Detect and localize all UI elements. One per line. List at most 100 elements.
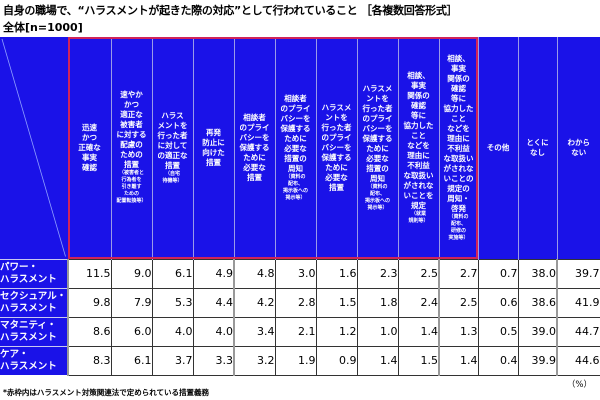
column-header-line: 行った者 (321, 122, 352, 132)
column-header-line: などを (407, 140, 430, 150)
column-header-note: 掲示板への (364, 197, 390, 204)
table-row: パワー・ ハラスメント 11.5 9.0 6.1 4.9 4.8 3.0 1.6 2.3 2.5 2.… (0, 258, 600, 289)
row-label: マタニティ・ ハラスメント (0, 316, 68, 346)
row-label-line: パワー・ (0, 261, 39, 273)
column-header-note: （自宅 (164, 170, 180, 177)
value-cell: 39.9 (517, 345, 558, 376)
column-header-line: の適正な (157, 150, 188, 160)
column-header-line: 保護する (239, 142, 270, 152)
column-header-line: 保護する (280, 123, 311, 133)
value-cell: 44.6 (556, 345, 600, 376)
column-header-line: 等に (451, 93, 466, 103)
column-header-note: 行為者を (121, 177, 142, 184)
column-header-line: 確認 (451, 83, 466, 93)
column-header-line: 関係の (407, 90, 430, 100)
value-cell: 41.9 (556, 287, 600, 318)
column-header-line: 等に (411, 110, 426, 120)
column-header-note: （資料の (285, 173, 306, 180)
footnote: *赤枠内はハラスメント対策関連法で定められている措置義務 (3, 388, 210, 397)
column-header-line: いことを (403, 190, 434, 200)
row-label-line: ハラスメント (0, 302, 57, 314)
value-cell: 8.6 (67, 316, 112, 347)
column-header-note: 掲示等） (285, 194, 306, 201)
value-cell: 2.8 (274, 287, 317, 318)
column-header-line: いことの (443, 173, 474, 183)
column-header-line: 被害者 (120, 120, 143, 130)
column-header-line: その他 (486, 142, 510, 152)
column-header-line: 再発 (206, 127, 221, 137)
corner-cell (0, 37, 68, 259)
unit-label: （%） (566, 380, 592, 390)
column-header-line: 措置 (124, 160, 139, 170)
column-header-line: 必要な (243, 162, 266, 172)
column-header-line: 適正な (120, 110, 143, 120)
column-header-line: 速やか (120, 90, 143, 100)
column-header-line: 行った者 (362, 103, 393, 113)
row-label-line: マタニティ・ (0, 319, 57, 331)
column-header-line: 措置 (247, 172, 262, 182)
value-cell: 1.2 (315, 316, 358, 347)
column-header-note: 掲示等） (367, 204, 388, 211)
column-header: 速やか かつ 適正な 被害者 に対する 配慮の ための 措置 （被害者と 行為者を 引き離す ための配… (110, 37, 152, 259)
column-header: 迅速 かつ 正確な 事実 確認 (67, 37, 111, 259)
value-cell: 8.3 (67, 345, 112, 376)
column-header-line: ための (120, 150, 143, 160)
value-cell: 3.2 (233, 345, 276, 376)
column-header: 相談、 事実 関係の 確認 等に 協力した こと などを 理由に 不利益 な取扱い がされな いことの規… (438, 37, 478, 259)
column-header-note: （資料の (367, 183, 388, 190)
chart-subtitle: 全体[n=1000] (3, 21, 83, 34)
column-header-line: 事実 (411, 80, 426, 90)
column-header-line: 相談、 (447, 53, 470, 63)
value-cell: 44.7 (556, 316, 600, 347)
column-header-line: 協力した (443, 103, 474, 113)
column-header-line: などを (447, 123, 470, 133)
column-header-line: 措置の (284, 153, 307, 163)
table-row: マタニティ・ ハラスメント 8.6 6.0 4.0 4.0 3.4 2.1 1.2 1.0 1.4 1… (0, 316, 600, 347)
value-cell: 38.6 (517, 287, 558, 318)
value-cell: 1.4 (356, 345, 399, 376)
column-header-line: かつ (82, 132, 97, 142)
column-header-note: 配布、 (287, 180, 303, 187)
column-header-line: 規定の (447, 183, 470, 193)
column-header-line: 措置 (329, 182, 344, 192)
column-header-note: （資料の (448, 213, 469, 220)
column-header-line: 周知 (288, 163, 303, 173)
column-header-line: バシーを (280, 113, 311, 123)
column-header-line: に対して (157, 140, 188, 150)
column-header-line: 措置の (366, 163, 389, 173)
column-header-line: 保護する (362, 133, 393, 143)
value-cell: 4.0 (151, 316, 194, 347)
column-header-line: のプライ (280, 103, 311, 113)
value-cell: 6.1 (110, 345, 153, 376)
column-header-line: ハラスメ (362, 83, 393, 93)
value-cell: 2.4 (397, 287, 440, 318)
value-cell: 39.7 (556, 258, 600, 289)
column-header-note: 掲示板への (282, 187, 308, 194)
column-header-line: 迅速 (82, 122, 97, 132)
column-header-line: こと (451, 113, 466, 123)
value-cell: 0.6 (477, 287, 519, 318)
value-cell: 4.4 (192, 287, 235, 318)
column-header-line: かつ (124, 100, 139, 110)
column-header-line: ントを (366, 93, 389, 103)
column-header-note: （就業 (410, 210, 426, 217)
value-cell: 11.5 (67, 258, 112, 289)
column-header: わから ない (556, 37, 600, 259)
column-header-note: 規則等） (408, 217, 429, 224)
column-header-line: のプライ (321, 132, 352, 142)
column-header-line: こと (411, 130, 426, 140)
column-header-line: のプライ (362, 113, 393, 123)
column-header-line: 必要な (325, 172, 348, 182)
value-cell: 2.5 (438, 287, 479, 318)
column-header-line: 不利益 (447, 143, 470, 153)
column-header-line: バシーを (362, 123, 393, 133)
column-header-line: 向けた (202, 147, 225, 157)
diagonal-line-icon (1, 38, 66, 257)
table-body: パワー・ ハラスメント 11.5 9.0 6.1 4.9 4.8 3.0 1.6 2.3 2.5 2.… (0, 258, 600, 376)
column-header-line: 啓発 (451, 203, 466, 213)
row-label: セクシュアル・ ハラスメント (0, 287, 68, 317)
value-cell: 9.0 (110, 258, 153, 289)
value-cell: 1.6 (315, 258, 358, 289)
value-cell: 1.3 (438, 316, 479, 347)
column-header-line: バシーを (321, 142, 352, 152)
